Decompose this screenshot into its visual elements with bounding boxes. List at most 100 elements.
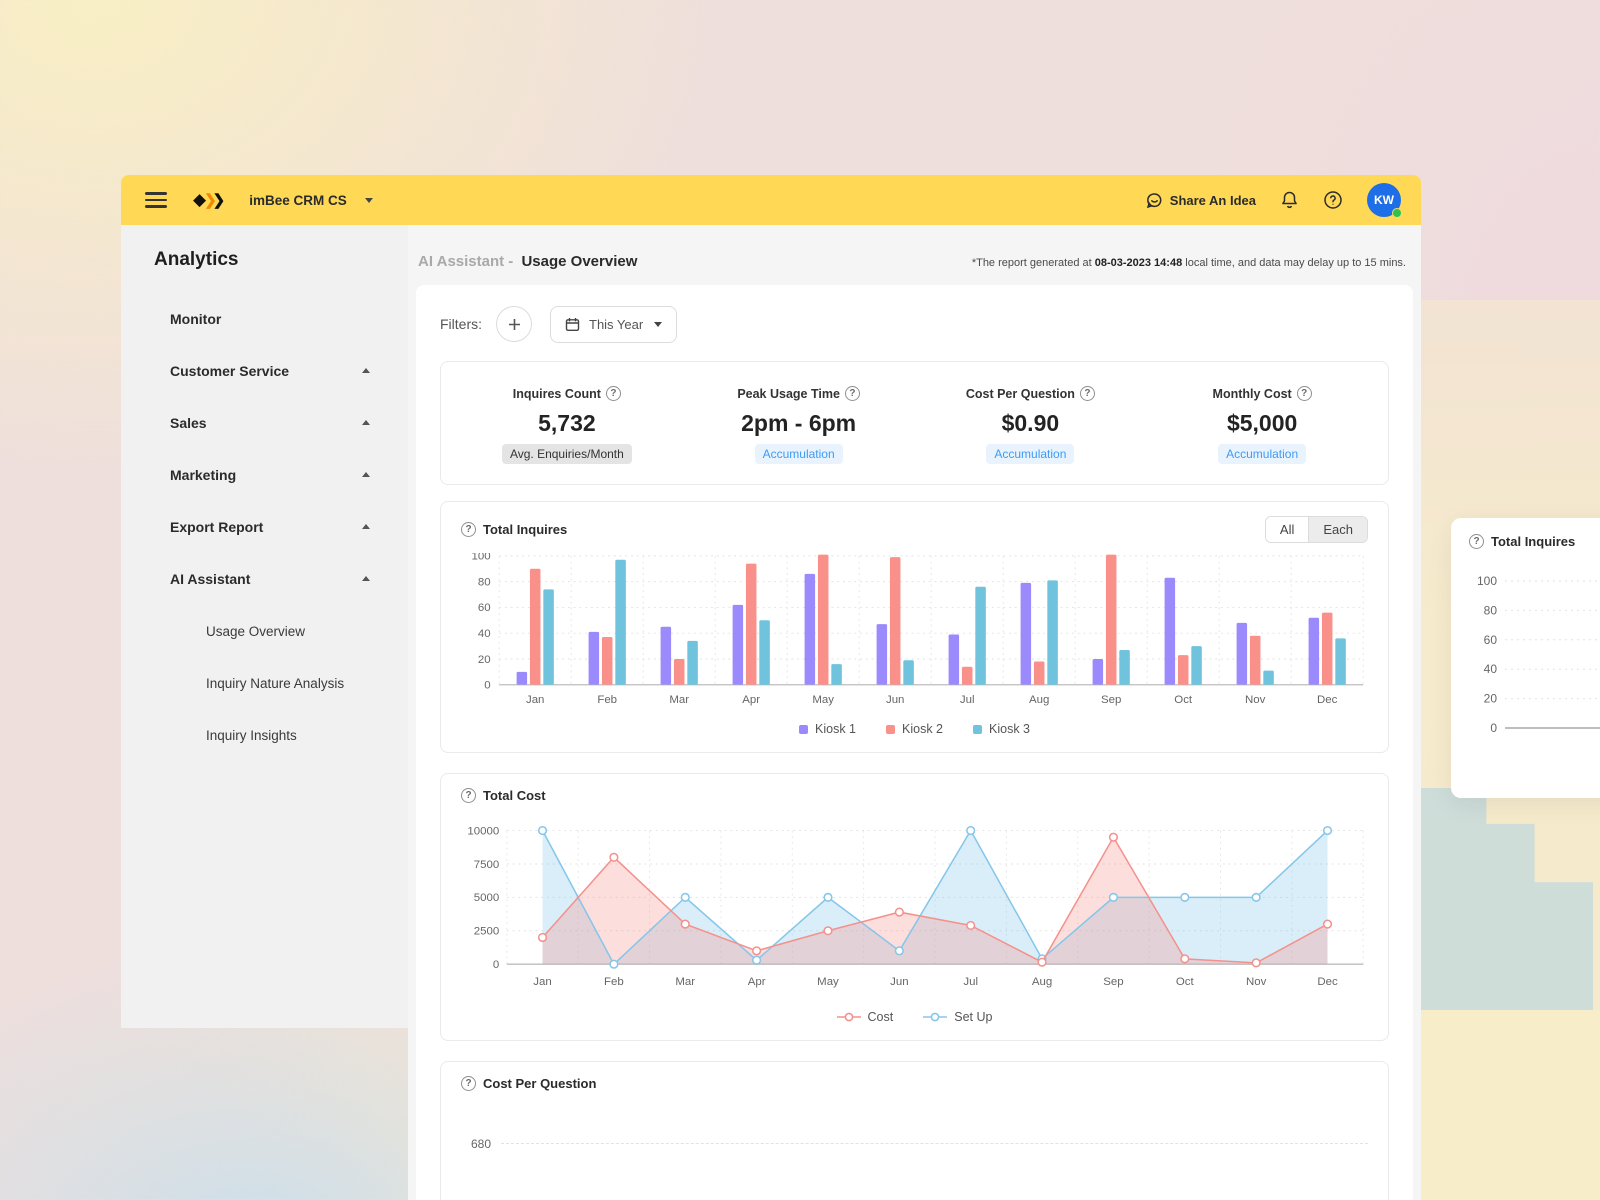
help-circle-icon[interactable]: ? [461, 522, 476, 537]
svg-text:5000: 5000 [474, 892, 499, 904]
report-note: *The report generated at 08-03-2023 14:4… [971, 257, 1406, 269]
legend-marker [799, 724, 808, 734]
svg-text:20: 20 [478, 654, 491, 666]
svg-text:2500: 2500 [474, 926, 499, 938]
avatar-initials: KW [1374, 193, 1394, 207]
area-chart-legend: Cost Set Up [461, 1010, 1368, 1024]
svg-text:Nov: Nov [1245, 694, 1266, 706]
svg-text:7500: 7500 [474, 859, 499, 871]
stat-value: 5,732 [538, 410, 596, 436]
svg-text:Feb: Feb [604, 977, 624, 989]
svg-text:Feb: Feb [597, 694, 617, 706]
period-filter-dropdown[interactable]: This Year [550, 305, 678, 343]
chevron-up-icon [362, 520, 370, 529]
period-filter-value: This Year [589, 316, 644, 332]
app-window: ◆ ❯ ❯ imBee CRM CS Share An Idea [121, 175, 1421, 1200]
legend-marker [973, 724, 982, 734]
toggle-each-button[interactable]: Each [1308, 517, 1367, 542]
chevron-up-icon [362, 364, 370, 373]
content-area: AI Assistant - Usage Overview *The repor… [408, 225, 1421, 1200]
svg-text:40: 40 [478, 628, 491, 640]
plus-icon [508, 318, 520, 330]
help-circle-icon[interactable]: ? [605, 386, 621, 401]
svg-text:100: 100 [472, 553, 491, 563]
svg-text:100: 100 [1477, 574, 1497, 588]
add-filter-button[interactable] [496, 306, 532, 342]
svg-text:10000: 10000 [467, 826, 499, 838]
help-circle-icon[interactable]: ? [461, 788, 476, 804]
chevron-down-icon [654, 321, 663, 331]
chevron-down-icon[interactable] [364, 197, 373, 207]
gridline [501, 1143, 1368, 1145]
toggle-all-button[interactable]: All [1265, 517, 1309, 542]
imbee-logo-icon: ◆ ❯ ❯ [193, 190, 226, 209]
chevron-up-icon [362, 416, 370, 425]
stat-monthly-cost: Monthly Cost? $5,000 Accumulation [1146, 386, 1378, 464]
svg-text:Dec: Dec [1317, 694, 1338, 706]
help-circle-icon[interactable]: ? [844, 386, 860, 401]
hamburger-menu-icon[interactable] [145, 192, 167, 208]
legend-item: Kiosk 2 [886, 722, 943, 736]
legend-item: Kiosk 3 [973, 722, 1030, 736]
help-circle-icon[interactable]: ? [1296, 386, 1312, 401]
svg-text:Jun: Jun [890, 977, 908, 989]
help-circle-icon[interactable]: ? [1469, 534, 1484, 549]
filters-label: Filters: [440, 316, 482, 332]
chart-title: Total Cost [483, 788, 546, 804]
sidebar: Analytics Monitor Customer Service Sales… [121, 225, 408, 1028]
legend-marker [836, 1012, 861, 1022]
sidebar-item-inquiry-nature-analysis[interactable]: Inquiry Nature Analysis [206, 675, 345, 691]
svg-text:80: 80 [1484, 603, 1498, 617]
sidebar-item-export-report[interactable]: Export Report [121, 501, 408, 553]
svg-text:May: May [817, 977, 839, 989]
cost-per-question-chart: 680 [461, 1137, 1368, 1151]
sidebar-item-monitor[interactable]: Monitor [170, 311, 222, 327]
sidebar-item-usage-overview[interactable]: Usage Overview [206, 623, 306, 639]
sidebar-item-ai-assistant[interactable]: AI Assistant [121, 553, 408, 605]
chevron-up-icon [362, 572, 370, 581]
calendar-icon [565, 317, 580, 331]
svg-text:60: 60 [478, 602, 491, 614]
background-artifact [1421, 1010, 1600, 1200]
sidebar-item-inquiry-insights[interactable]: Inquiry Insights [206, 727, 297, 743]
sidebar-item-customer-service[interactable]: Customer Service [121, 345, 408, 397]
avatar[interactable]: KW [1367, 183, 1402, 218]
svg-text:0: 0 [484, 680, 490, 692]
help-circle-icon[interactable]: ? [461, 1075, 476, 1091]
stat-cost-per-question: Cost Per Question? $0.90 Accumulation [915, 386, 1147, 464]
legend-marker [886, 724, 895, 734]
svg-text:Oct: Oct [1176, 977, 1195, 989]
total-cost-card: ? Total Cost 0 2500 5000 7500 10000 Jan Feb Mar… [440, 773, 1389, 1041]
svg-text:Dec: Dec [1317, 977, 1338, 989]
chevron-up-icon [362, 468, 370, 477]
sidebar-item-marketing[interactable]: Marketing [121, 449, 408, 501]
help-circle-icon[interactable]: ? [1079, 386, 1095, 401]
stat-badge: Accumulation [986, 444, 1075, 464]
stat-badge: Avg. Enquiries/Month [501, 444, 632, 464]
app-title[interactable]: imBee CRM CS [249, 192, 347, 208]
svg-text:Oct: Oct [1174, 694, 1193, 706]
svg-text:Sep: Sep [1101, 694, 1121, 706]
svg-text:0: 0 [493, 959, 499, 971]
svg-text:Nov: Nov [1246, 977, 1267, 989]
bell-icon[interactable] [1280, 190, 1299, 210]
share-an-idea-button[interactable]: Share An Idea [1146, 192, 1256, 209]
topbar: ◆ ❯ ❯ imBee CRM CS Share An Idea [121, 175, 1421, 225]
legend-item: Kiosk 1 [799, 722, 856, 736]
sidebar-item-sales[interactable]: Sales [121, 397, 408, 449]
cost-per-question-card: ? Cost Per Question 680 [440, 1060, 1389, 1200]
bar-chart-legend: Kiosk 1 Kiosk 2 Kiosk 3 [461, 722, 1368, 736]
chat-smile-icon [1146, 192, 1163, 209]
chart-title: Total Inquires [483, 522, 568, 537]
svg-text:Mar: Mar [675, 977, 695, 989]
svg-text:80: 80 [478, 576, 491, 588]
main-panel: Filters: This Year [416, 285, 1413, 1200]
stat-value: $0.90 [1001, 410, 1060, 436]
svg-text:May: May [812, 694, 834, 706]
legend-item: Cost [836, 1010, 893, 1024]
breadcrumb-parent[interactable]: AI Assistant - [418, 253, 514, 270]
svg-text:40: 40 [1484, 662, 1498, 676]
stat-inquires-count: Inquires Count? 5,732 Avg. Enquiries/Mon… [451, 386, 683, 464]
help-icon[interactable] [1323, 190, 1343, 210]
total-cost-area-chart: 0 2500 5000 7500 10000 Jan Feb Mar Apr May Jun Jul A… [461, 821, 1368, 1007]
